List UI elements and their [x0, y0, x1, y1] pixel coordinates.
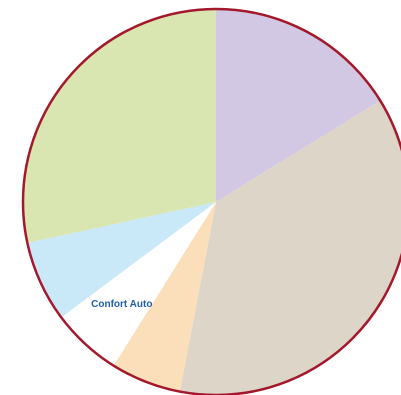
pie-labels: Confort Auto: [91, 299, 152, 310]
pie-slice-5: [27, 202, 216, 318]
pie-slice-1: [216, 9, 381, 202]
pie-slice-label: Confort Auto: [91, 299, 152, 310]
pie-slices: [23, 9, 401, 395]
pie-slice-4: [61, 202, 216, 366]
pie-slice-6: [23, 9, 217, 243]
pie-outline: [21, 7, 401, 395]
pie-slice-2: [179, 100, 401, 395]
pie-slice-3: [113, 202, 216, 392]
